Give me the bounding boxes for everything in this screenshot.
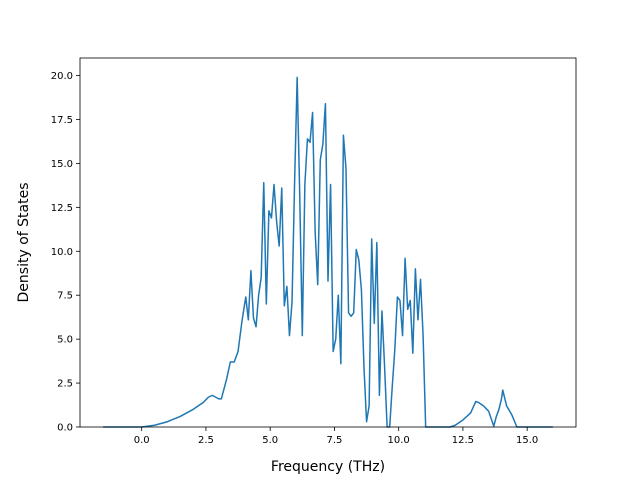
y-tick-label: 0.0 <box>57 423 73 434</box>
y-tick-label: 5.0 <box>57 335 73 346</box>
y-tick-label: 15.0 <box>51 159 73 170</box>
x-tick-label: 2.5 <box>198 435 214 446</box>
y-tick-label: 7.5 <box>57 291 73 302</box>
x-tick-label: 5.0 <box>262 435 278 446</box>
x-axis-label: Frequency (THz) <box>271 459 385 475</box>
y-tick-label: 17.5 <box>51 115 73 126</box>
x-axis-ticks: 0.0 2.5 5.0 7.5 10.0 12.5 15.0 <box>134 427 538 446</box>
y-axis-ticks: 0.0 2.5 5.0 7.5 10.0 12.5 15.0 17.5 20.0 <box>51 71 80 434</box>
x-tick-label: 12.5 <box>452 435 474 446</box>
y-tick-label: 10.0 <box>51 247 73 258</box>
x-tick-label: 10.0 <box>388 435 410 446</box>
x-tick-label: 15.0 <box>516 435 538 446</box>
axes-frame <box>79 57 577 428</box>
x-tick-label: 0.0 <box>134 435 150 446</box>
x-tick-label: 7.5 <box>326 435 342 446</box>
y-tick-label: 2.5 <box>57 379 73 390</box>
y-tick-label: 12.5 <box>51 203 73 214</box>
y-tick-label: 20.0 <box>51 71 73 82</box>
y-axis-label: Density of States <box>16 183 32 303</box>
